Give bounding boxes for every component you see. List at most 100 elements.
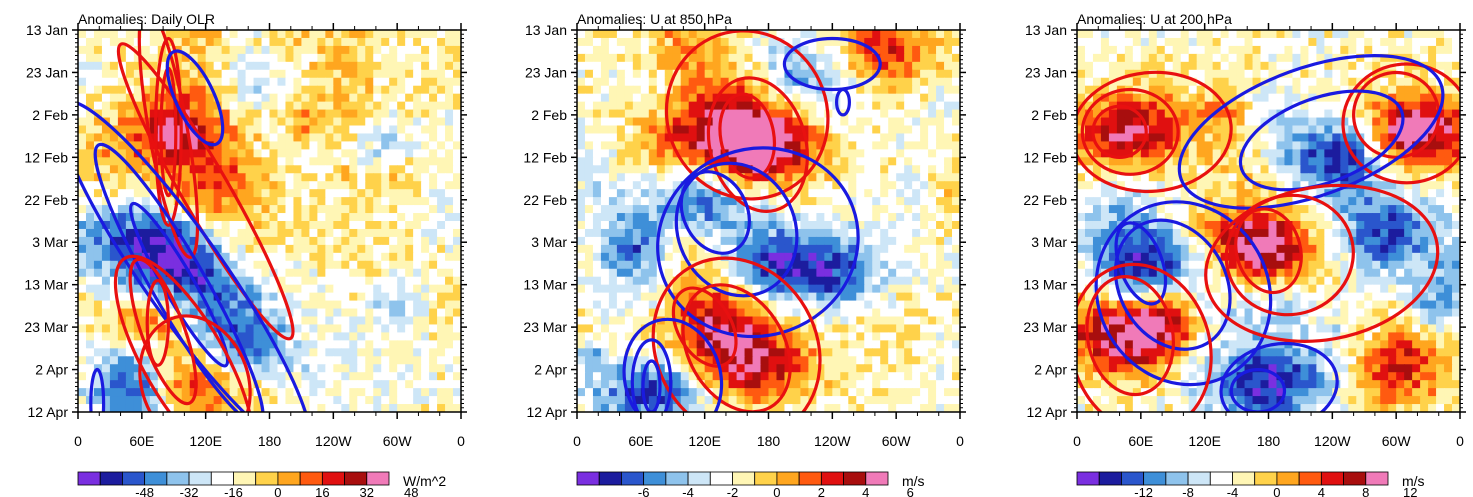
panel-3: Anomalies: U at 200 hPa 13 Jan 23 Jan 2 Feb… [1023,11,1466,497]
colorbar-swatch [122,471,146,486]
positive-contour-2-3 [138,314,252,412]
colorbar-swatch [621,471,645,486]
colorbar: -12 -8 -4 0 4 8 12m/s [1076,471,1425,497]
colorbar-swatch [321,471,345,486]
negative-contour-2-2 [656,146,860,339]
y-tick-label: 12 Apr [527,404,568,420]
positive-contour-1-1 [1341,62,1460,185]
colorbar-label: 4 [1318,485,1325,497]
colorbar-swatch [598,471,622,486]
negative-contour-2-1 [674,161,799,298]
colorbar-label: 16 [315,485,329,497]
positive-contour-2-0 [145,278,170,367]
x-tick-label: 120E [1188,433,1221,449]
colorbar-swatch [687,471,711,486]
y-tick-label: 12 Feb [24,149,68,165]
colorbar-label: 4 [862,485,869,497]
contour-group [78,30,313,412]
colorbar-swatch [1298,471,1322,486]
colorbar-swatch [798,471,822,486]
colorbar-swatch [1232,471,1256,486]
y-tick-label: 2 Apr [1034,362,1067,378]
negative-contour-4-2 [622,317,724,412]
y-tick-label: 2 Feb [531,107,567,123]
y-tick-label: 23 Jan [26,64,68,80]
negative-contour-1-2 [93,142,265,412]
colorbar-label: 0 [773,485,780,497]
y-tick-label: 12 Apr [1027,404,1068,420]
negative-contour-1-3 [78,99,313,412]
colorbar-swatch [576,471,600,486]
colorbar-swatch [1343,471,1367,486]
x-tick-label: 60E [1128,433,1153,449]
positive-contour-2-1 [128,257,198,406]
y-tick-label: 23 Jan [525,64,567,80]
colorbar-swatch [732,471,756,486]
colorbar-swatch [665,471,689,486]
y-tick-label: 22 Feb [24,192,68,208]
colorbar-label: -32 [180,485,199,497]
y-tick-label: 23 Mar [523,319,567,335]
colorbar-swatch [843,471,867,486]
positive-contour-2-2 [113,254,255,412]
colorbar-swatch [1320,471,1344,486]
colorbar-label: 12 [1403,485,1417,497]
colorbar-label: -4 [682,485,694,497]
colorbar-label: 0 [274,485,281,497]
colorbar-swatch [233,471,257,486]
positive-contour-5-1 [1077,262,1213,412]
y-tick-label: 13 Mar [1023,277,1067,293]
x-tick-label: 60W [1382,433,1412,449]
colorbar-swatch [820,471,844,486]
panel-title: Anomalies: Daily OLR [78,11,215,27]
colorbar-label: 0 [1273,485,1280,497]
panel-1: Anomalies: Daily OLR 13 Jan 23 Jan 2 Feb 12 … [24,11,467,497]
colorbar-label: -2 [727,485,739,497]
positive-contour-0-3 [116,42,295,341]
colorbar-label: -4 [1227,485,1239,497]
colorbar-swatch [1143,471,1167,486]
y-tick-label: 2 Apr [534,362,567,378]
heatmap-field [577,30,960,412]
colorbar-swatch [1121,471,1145,486]
colorbar-swatch [1165,471,1189,486]
positive-contour-3-1 [681,283,792,412]
x-tick-label: 60W [882,433,912,449]
y-tick-label: 13 Mar [24,277,68,293]
contour-group [622,30,882,412]
colorbar: -6 -4 -2 0 2 4 6m/s [576,471,925,497]
y-tick-label: 3 Mar [1031,234,1067,250]
colorbar-swatch [643,471,667,486]
x-tick-label: 180 [1257,433,1281,449]
x-tick-label: 120W [315,433,352,449]
y-tick-label: 13 Jan [1025,22,1067,38]
x-tick-label: 0 [1456,433,1464,449]
positive-contour-0-1 [153,36,183,227]
x-tick-label: 120W [1314,433,1351,449]
y-tick-label: 13 Jan [26,22,68,38]
colorbar-swatch [1187,471,1211,486]
colorbar-swatch [144,471,168,486]
colorbar-swatch [1254,471,1278,486]
colorbar-swatch [255,471,279,486]
colorbar-label: 2 [818,485,825,497]
x-tick-label: 120E [189,433,222,449]
y-tick-label: 23 Mar [24,319,68,335]
contour-group [1077,54,1460,412]
positive-contour-3-0 [671,286,738,368]
negative-contour-6-1 [1219,341,1339,412]
heatmap-field [1077,30,1460,412]
y-tick-label: 23 Mar [1023,319,1067,335]
x-tick-label: 60E [628,433,653,449]
x-tick-label: 60E [129,433,154,449]
positive-contour-0-1 [1080,87,1180,176]
negative-contour-1-0 [165,49,225,147]
heatmap-field [78,30,461,412]
colorbar-units: W/m^2 [403,473,446,489]
y-tick-label: 22 Feb [1023,192,1067,208]
colorbar-swatch [99,471,123,486]
x-tick-label: 0 [1073,433,1081,449]
colorbar-label: 48 [404,485,418,497]
y-tick-label: 2 Apr [35,362,68,378]
